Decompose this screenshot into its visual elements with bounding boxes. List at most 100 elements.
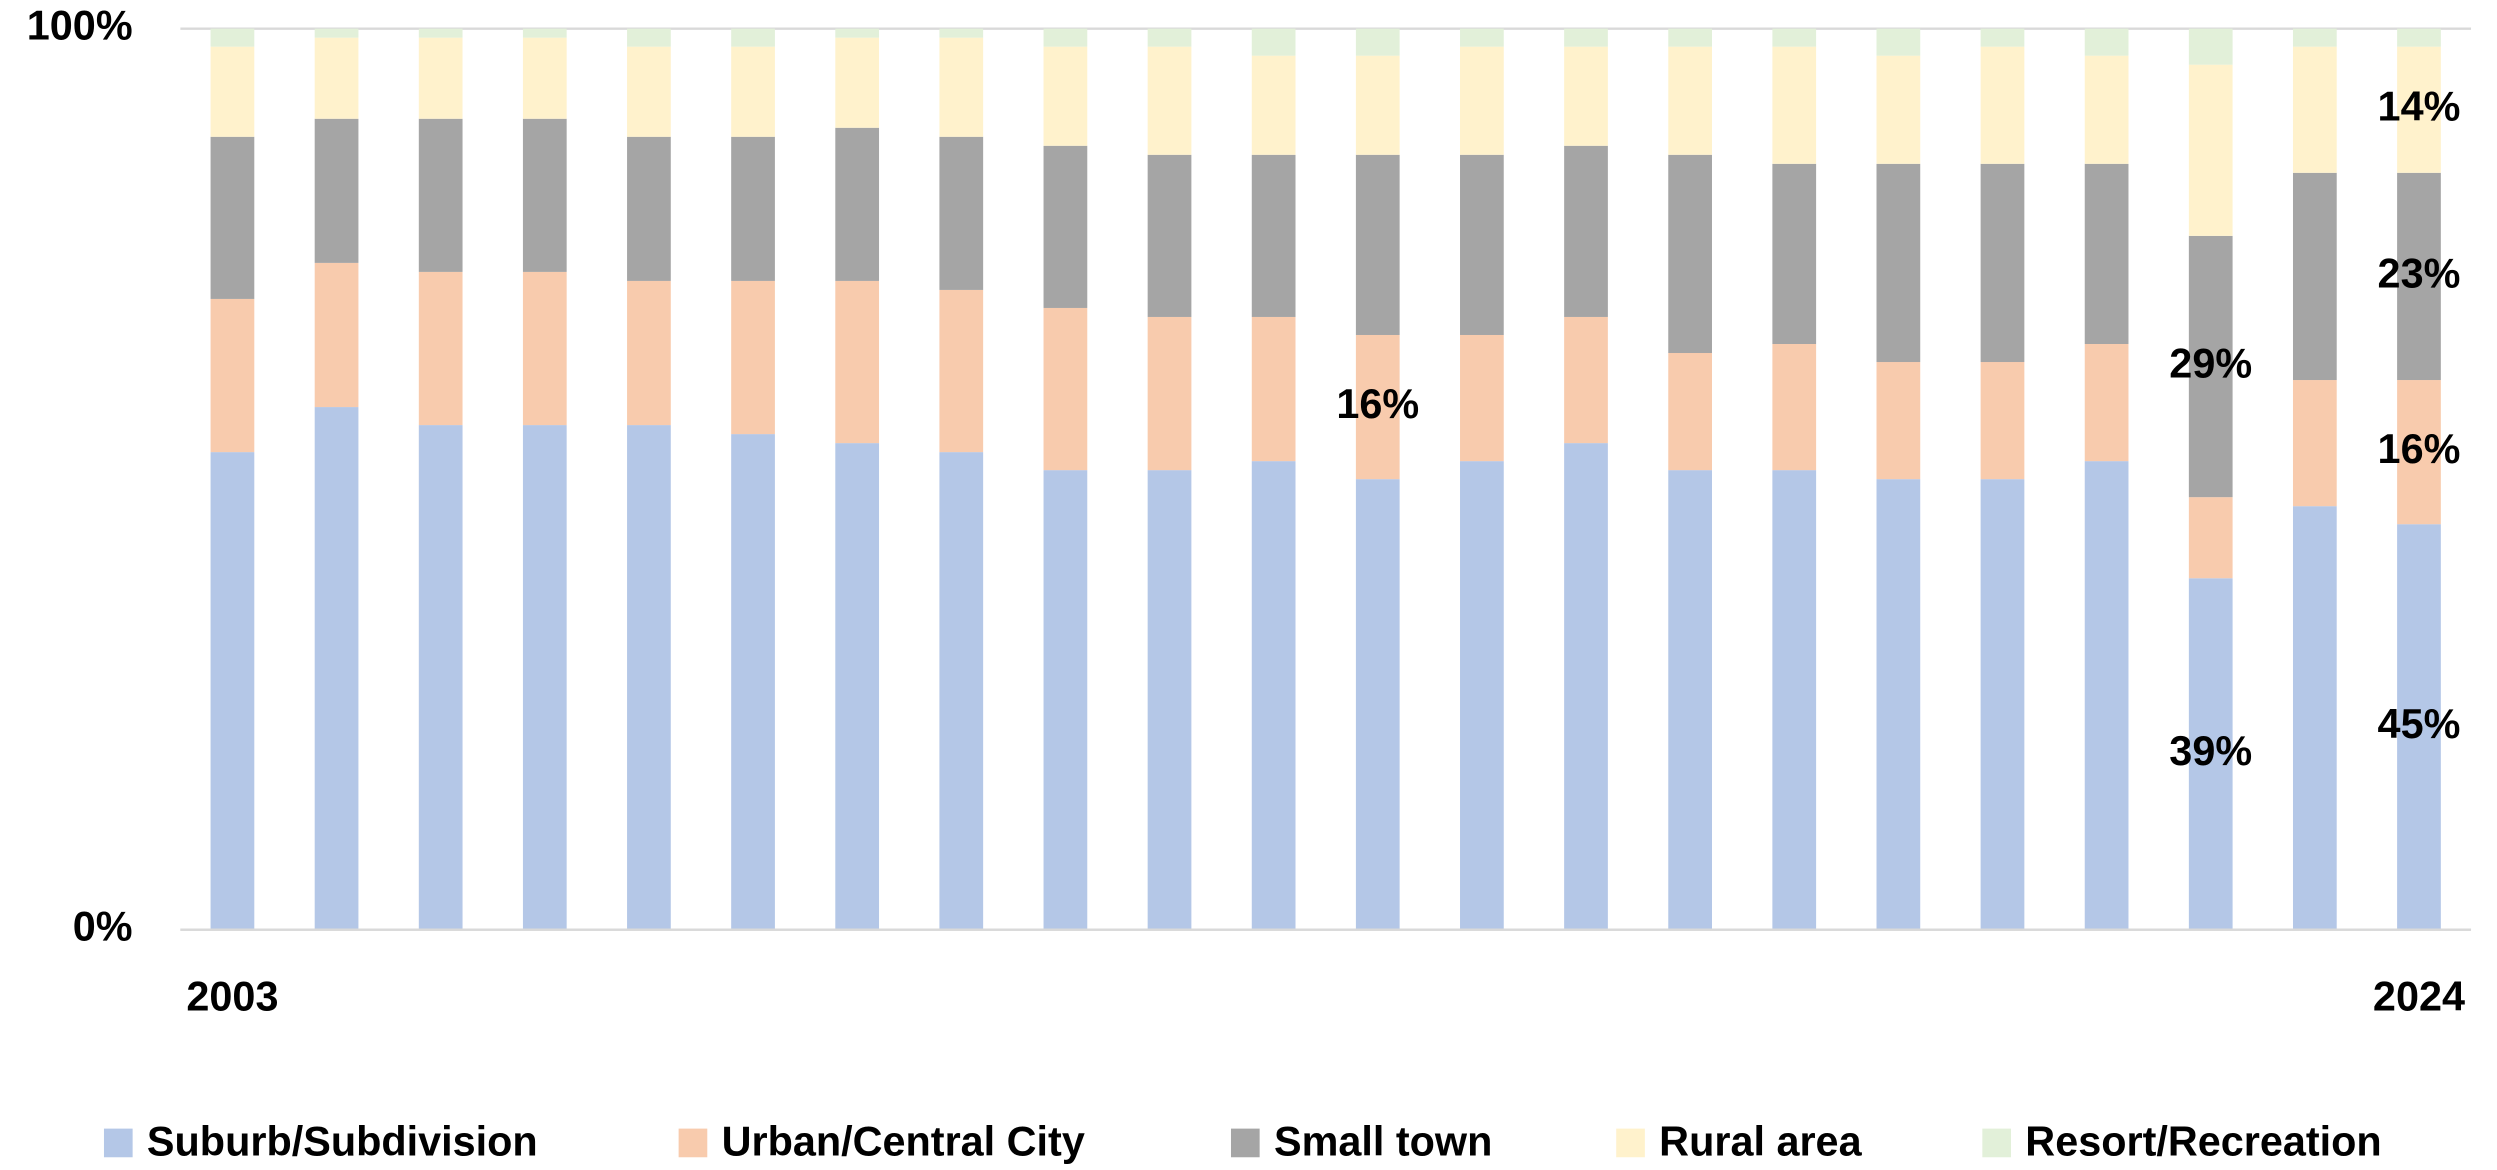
bar-segment	[2292, 46, 2337, 173]
bar-segment	[1147, 28, 1192, 47]
bar-segment	[731, 136, 775, 281]
bar-segment	[1980, 28, 2025, 47]
bar-segment	[835, 127, 880, 281]
bar-segment	[1564, 316, 1608, 444]
bar-segment	[731, 46, 775, 137]
bar-segment	[2188, 497, 2233, 579]
bar-segment	[2188, 578, 2233, 930]
bar-segment	[1668, 154, 1712, 354]
bar-segment	[1355, 55, 1400, 155]
bar-segment	[210, 298, 255, 453]
bar-segment	[1564, 46, 1608, 146]
bar-segment	[2084, 55, 2129, 164]
bar-segment	[1251, 316, 1296, 462]
bar-segment	[939, 37, 984, 137]
bar-segment	[1876, 55, 1921, 164]
bar-segment	[2397, 46, 2441, 173]
bar-segment	[939, 289, 984, 453]
bar-segment	[522, 28, 567, 38]
bar-segment	[314, 262, 359, 408]
bar-segment	[2397, 28, 2441, 47]
y-tick-label: 100%	[27, 3, 133, 49]
bar-segment	[418, 28, 463, 38]
data-label: 29%	[2169, 340, 2252, 386]
legend-swatch	[1982, 1128, 2011, 1158]
bar-segment	[210, 28, 255, 47]
bar-segment	[210, 46, 255, 137]
bar-segment	[314, 118, 359, 263]
bar-segment	[1147, 154, 1192, 317]
data-label: 16%	[1336, 381, 1419, 427]
bar-segment	[2292, 380, 2337, 507]
bar-segment	[835, 443, 880, 930]
data-label: 39%	[2169, 728, 2252, 774]
bar-segment	[2397, 380, 2441, 525]
bar-segment	[1876, 479, 1921, 930]
bar-segment	[1460, 461, 1504, 930]
bar-segment	[2084, 163, 2129, 344]
bar-segment	[1355, 479, 1400, 930]
bar-segment	[418, 37, 463, 119]
bar-segment	[522, 37, 567, 119]
x-tick-label: 2003	[186, 974, 278, 1020]
bar-segment	[2292, 28, 2337, 47]
bar-segment	[2397, 172, 2441, 381]
bar-segment	[1251, 461, 1296, 930]
bar-segment	[1876, 28, 1921, 56]
bar-segment	[418, 271, 463, 426]
bar-segment	[939, 136, 984, 290]
bar-segment	[731, 280, 775, 435]
bar-segment	[1876, 362, 1921, 480]
bar-segment	[1980, 479, 2025, 930]
bar-segment	[627, 46, 671, 137]
bar-segment	[314, 407, 359, 930]
bar-segment	[2188, 64, 2233, 236]
bar-segment	[2188, 235, 2233, 498]
legend-label: Resort/Recreation	[2025, 1118, 2381, 1164]
bar-segment	[1043, 145, 1088, 308]
bar-segment	[1251, 154, 1296, 317]
bar-segment	[1460, 46, 1504, 155]
bar-segment	[522, 118, 567, 272]
bar-segment	[627, 280, 671, 426]
bar-segment	[1668, 353, 1712, 471]
bar-segment	[1772, 28, 1817, 47]
bar-segment	[1980, 163, 2025, 363]
bar-segment	[1564, 145, 1608, 317]
bar-segment	[1564, 28, 1608, 47]
bar-segment	[1668, 46, 1712, 155]
legend-swatch	[1230, 1128, 1260, 1158]
bar-segment	[835, 37, 880, 128]
legend-swatch	[1616, 1128, 1645, 1158]
bar-segment	[1460, 154, 1504, 335]
legend-swatch	[678, 1128, 708, 1158]
bar-segment	[2292, 506, 2337, 930]
bar-segment	[314, 28, 359, 38]
bar-segment	[1876, 163, 1921, 363]
bar-segment	[1043, 470, 1088, 930]
bar-segment	[1355, 28, 1400, 56]
bar-segment	[2292, 172, 2337, 381]
bar-segment	[1980, 362, 2025, 480]
bar-segment	[627, 136, 671, 281]
bar-segment	[2188, 28, 2233, 65]
bar-segment	[418, 118, 463, 272]
bar-segment	[210, 136, 255, 299]
bar-segment	[2397, 524, 2441, 930]
legend-label: Suburb/Subdivision	[147, 1118, 538, 1164]
bar-segment	[1043, 46, 1088, 146]
data-label: 23%	[2378, 250, 2461, 296]
bar-segment	[1251, 55, 1296, 155]
bar-segment	[2084, 343, 2129, 462]
data-label: 14%	[2378, 84, 2461, 130]
bar-segment	[627, 425, 671, 930]
bar-segment	[835, 28, 880, 38]
legend-label: Rural area	[1659, 1118, 1862, 1164]
bar-segment	[1460, 334, 1504, 462]
bar-segment	[731, 434, 775, 930]
bar-segment	[2084, 461, 2129, 930]
legend-label: Small town	[1274, 1118, 1492, 1164]
data-label: 16%	[2378, 426, 2461, 472]
bar-segment	[835, 280, 880, 444]
